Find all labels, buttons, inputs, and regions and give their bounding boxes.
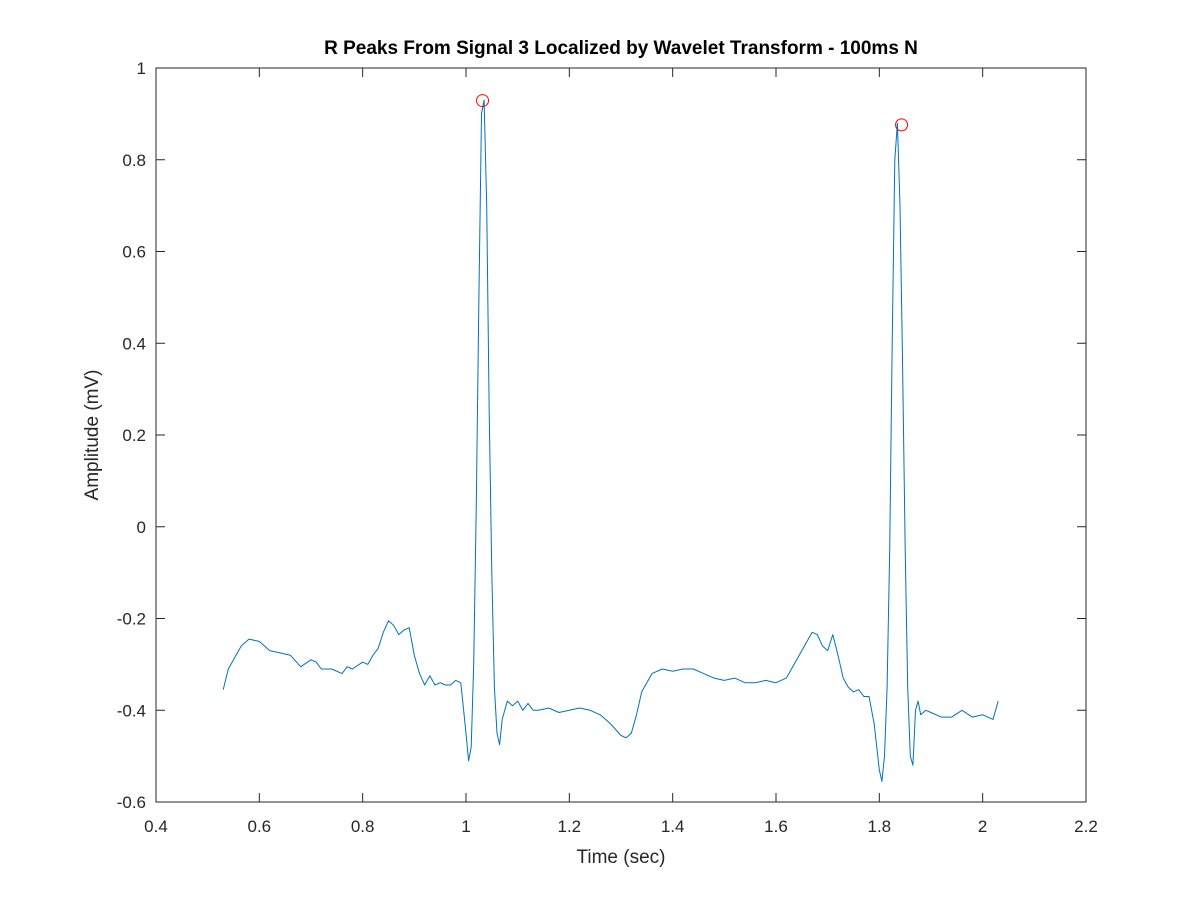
y-axis: -0.6 -0.4 -0.2 0 0.2 0.4 0.6 0.8 1: [117, 59, 1086, 812]
x-tick-label: 2.2: [1074, 817, 1098, 836]
y-tick-label: -0.6: [117, 793, 146, 812]
r-peak-marker: [476, 94, 490, 108]
x-tick-label: 1.8: [868, 817, 892, 836]
x-tick-label: 1: [461, 817, 470, 836]
x-tick-label: 1.4: [661, 817, 685, 836]
signal-layer: [222, 99, 999, 782]
y-axis-label: Amplitude (mV): [82, 370, 103, 501]
x-tick-label: 1.2: [558, 817, 582, 836]
r-peak-marker: [895, 118, 909, 132]
x-tick-label: 0.6: [248, 817, 272, 836]
x-tick-label: 0.4: [144, 817, 168, 836]
plot-area-background: [156, 68, 1086, 802]
ecg-signal-line: [222, 99, 999, 782]
x-tick-label: 2: [978, 817, 987, 836]
x-tick-label: 1.6: [764, 817, 788, 836]
y-tick-label: 0.6: [122, 243, 146, 262]
x-axis: 0.4 0.6 0.8 1 1.2 1.4 1.6 1.8 2 2.2: [144, 68, 1098, 836]
y-tick-label: 1: [137, 59, 146, 78]
r-peak-markers: [476, 94, 909, 132]
y-tick-label: 0: [137, 518, 146, 537]
x-axis-label: Time (sec): [576, 847, 665, 868]
y-tick-label: -0.2: [117, 610, 146, 629]
x-tick-label: 0.8: [351, 817, 375, 836]
y-tick-label: 0.4: [122, 334, 146, 353]
y-tick-label: 0.2: [122, 426, 146, 445]
chart-title: R Peaks From Signal 3 Localized by Wavel…: [324, 38, 918, 59]
y-tick-label: 0.8: [122, 151, 146, 170]
y-tick-label: -0.4: [117, 701, 146, 720]
